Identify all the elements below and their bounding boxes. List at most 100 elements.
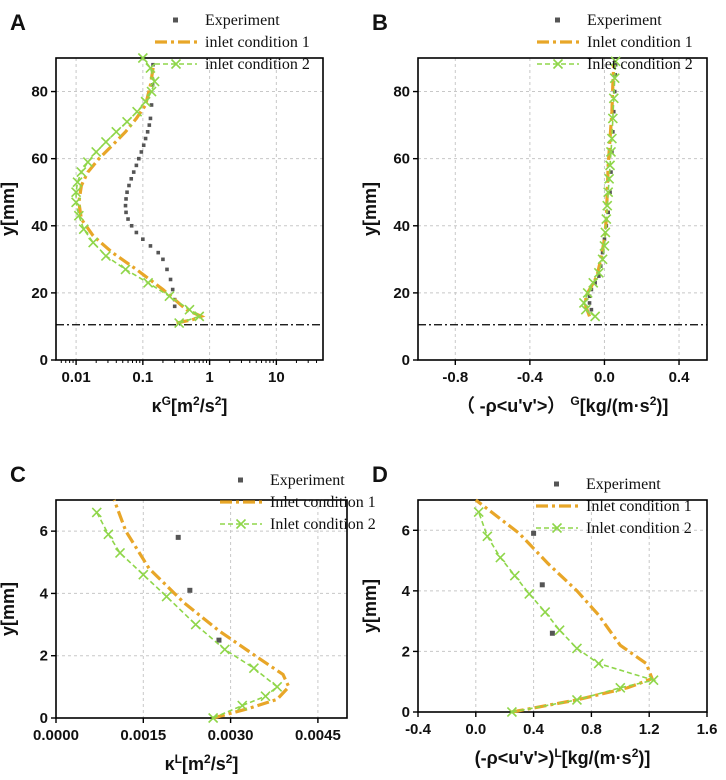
y-tick-label: 60 — [393, 151, 410, 168]
data-point — [589, 307, 594, 312]
x-axis-label-part: （ -ρ<u'v'>） — [457, 396, 571, 416]
x-tick-label: 0.0015 — [120, 727, 166, 744]
data-point — [608, 190, 612, 195]
legend-label: Inlet condition 2 — [587, 56, 693, 73]
data-point — [549, 630, 555, 636]
series-experiment — [531, 530, 555, 636]
x-tick-label: 0.0 — [465, 721, 486, 738]
y-axis-label: y[mm] — [0, 582, 18, 636]
data-point — [524, 588, 535, 599]
y-tick-label: 4 — [402, 583, 411, 600]
data-point — [145, 130, 150, 134]
data-point — [190, 619, 201, 630]
data-point — [184, 304, 195, 315]
data-point — [149, 103, 154, 107]
data-point — [175, 534, 181, 540]
data-point — [607, 113, 618, 124]
series-line — [77, 64, 206, 325]
data-point — [91, 146, 102, 158]
data-point — [82, 156, 93, 168]
data-point — [590, 311, 601, 322]
series-experiment — [175, 534, 222, 643]
y-tick-label: 0 — [40, 352, 48, 369]
data-point — [602, 200, 613, 211]
data-point — [582, 287, 593, 298]
series-line — [477, 511, 657, 713]
series-experiment — [123, 62, 177, 309]
legend-label: Inlet condition 1 — [586, 498, 692, 515]
data-point — [597, 254, 608, 265]
series-inlet-condition-1 — [112, 499, 291, 720]
x-axis-label-part: G — [570, 394, 579, 408]
panel-c: 0.0000 0.0015 0.0030 0.00450246Cy[mm]κL[m2/… — [0, 462, 376, 774]
data-point — [554, 625, 565, 636]
legend: Experiment inlet condition 1 inlet conditi… — [155, 12, 310, 73]
data-point — [237, 700, 248, 711]
x-axis-label-part: ] — [232, 754, 238, 774]
data-point — [613, 62, 618, 67]
data-point — [165, 267, 169, 272]
x-tick-label: 0.0000 — [33, 727, 79, 744]
data-point — [187, 587, 193, 593]
y-tick-label: 20 — [31, 285, 48, 302]
data-point — [509, 570, 520, 581]
x-tick-label: 0.4 — [669, 369, 691, 386]
data-point — [124, 197, 128, 201]
x-axis-label-part: (-ρ<u'v'>) — [475, 748, 555, 768]
data-point — [131, 170, 136, 174]
data-point — [473, 507, 484, 518]
data-point — [124, 210, 128, 215]
x-tick-label: 0.01 — [61, 369, 90, 386]
x-tick-label: -0.8 — [442, 369, 468, 386]
data-point — [114, 547, 126, 559]
legend-label: Experiment — [205, 12, 280, 29]
x-axis-label-part: 2 — [204, 752, 211, 766]
x-axis-label-part: )] — [656, 396, 668, 416]
data-point — [604, 160, 616, 171]
data-point — [125, 190, 129, 195]
x-tick-label: 0.0030 — [208, 727, 254, 744]
x-axis-label-part: 2 — [632, 746, 639, 760]
data-point — [149, 76, 160, 87]
data-point — [609, 170, 613, 174]
x-tick-label: 1.6 — [697, 721, 718, 738]
data-point — [606, 133, 617, 144]
data-point — [123, 203, 128, 208]
x-axis-label-part: L — [175, 752, 182, 766]
series-inlet-condition-1 — [474, 498, 655, 714]
data-point — [164, 291, 175, 302]
y-axis-label: y[mm] — [0, 182, 18, 236]
legend-label: Experiment — [587, 12, 662, 29]
x-axis-label-part: G — [162, 394, 171, 408]
x-tick-label: 0.8 — [581, 721, 602, 738]
data-point — [91, 507, 102, 518]
data-point — [141, 143, 146, 148]
data-point — [71, 187, 82, 198]
panel-letter: A — [10, 10, 26, 35]
panel-b: -0.8 -0.4 0.0 0.4 0 20 40 60 80 By[mm] （ -ρ<u'v'>）… — [360, 10, 708, 416]
data-point — [78, 224, 89, 235]
data-point — [578, 297, 590, 309]
x-tick-label: 0.0045 — [295, 727, 341, 744]
x-axis-label-part: L — [554, 746, 561, 760]
data-point — [608, 93, 619, 104]
series-line — [75, 57, 202, 324]
data-point — [132, 106, 143, 117]
data-point — [76, 167, 87, 178]
y-axis-label: y[mm] — [360, 579, 380, 633]
x-axis-label-part: κ — [152, 396, 163, 416]
data-point — [137, 156, 141, 161]
data-point — [539, 582, 545, 588]
series-inlet-condition-2 — [473, 507, 659, 718]
data-point — [272, 681, 283, 692]
data-point — [121, 116, 133, 127]
data-point — [73, 210, 84, 221]
x-axis-label-part: [m — [171, 396, 193, 416]
x-axis-label-part: 2 — [193, 394, 200, 408]
x-tick-label: 0.1 — [132, 369, 153, 386]
data-point — [604, 173, 615, 184]
data-point — [170, 287, 175, 292]
data-point — [495, 552, 506, 563]
data-point — [609, 73, 620, 84]
